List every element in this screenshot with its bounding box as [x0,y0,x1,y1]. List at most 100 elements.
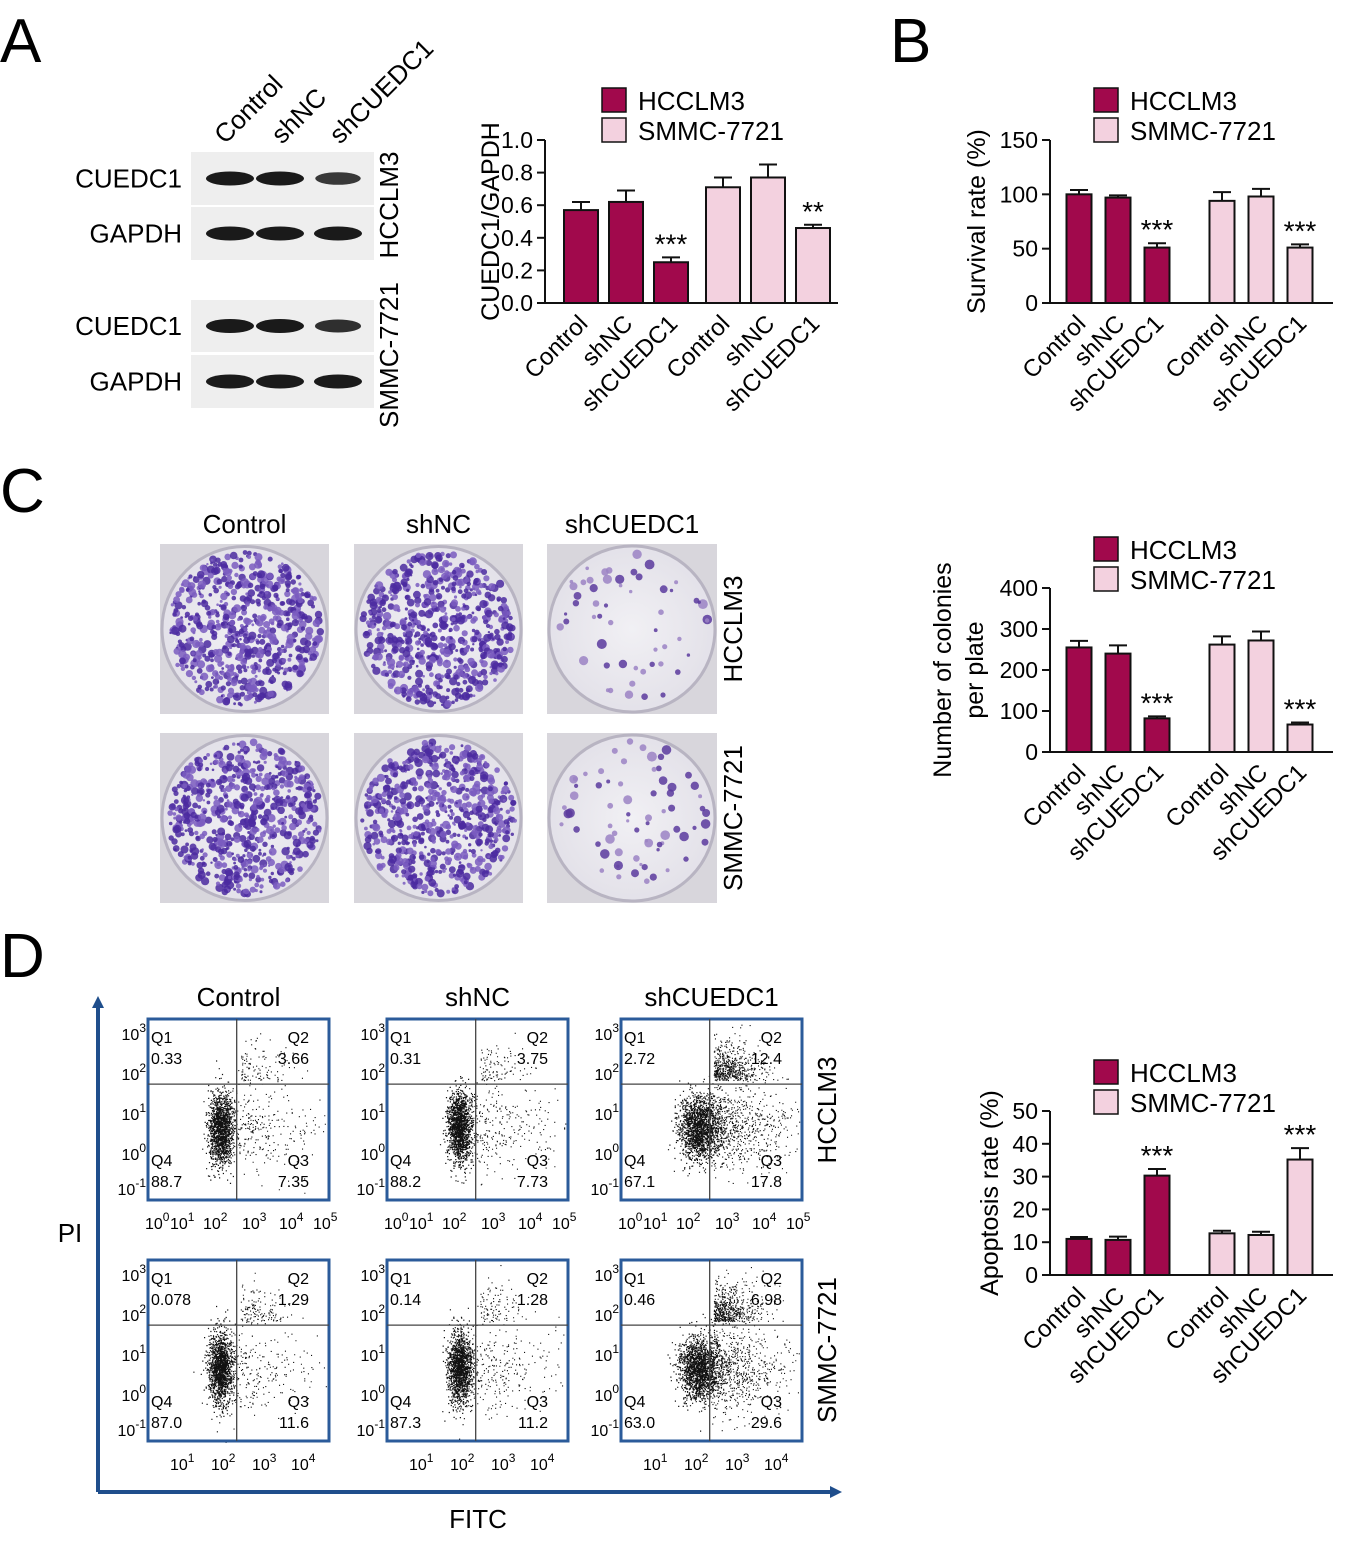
colony [406,598,415,607]
colony [220,604,227,611]
colony [378,808,385,814]
colony [226,840,233,847]
colony [496,814,500,818]
colony [181,579,190,588]
tick-base: 10 [618,1216,636,1233]
colony [428,589,435,596]
colony [606,779,611,784]
legend-swatch-hcclm3 [1093,536,1119,562]
colony [424,640,431,646]
colony [267,751,273,757]
colony [392,594,398,600]
colony [442,615,449,622]
colony [496,638,504,646]
colony [569,582,578,591]
colony [245,814,250,819]
tick-exponent: 4 [770,1210,777,1224]
blot-band [256,171,304,186]
colony [259,591,263,595]
colony [458,806,464,811]
colony [253,700,257,704]
colony [451,887,456,891]
colony [257,693,265,701]
colony [384,774,389,779]
colony [379,833,384,838]
colony [292,610,298,616]
tick-exponent: 2 [139,1302,146,1316]
colony [224,634,229,639]
colony [435,812,441,818]
quadrant-q4-label: Q4 [390,1153,411,1170]
colony [390,621,396,628]
colony [206,565,215,574]
tick-base: 10 [530,1457,548,1474]
colony [477,855,484,863]
colony [407,621,413,627]
colony [405,812,410,817]
quadrant-q3-label: Q3 [761,1153,782,1170]
colony [461,593,467,599]
y-tick-label: 0.4 [501,225,533,251]
quadrant-q3-value: 7.73 [517,1174,548,1191]
colony [382,662,386,667]
tick-base: 10 [552,1216,570,1233]
colony [505,830,510,835]
colony [487,594,496,602]
colony [203,755,208,761]
colony [432,579,439,586]
colony [428,878,437,887]
colony [437,642,444,649]
bar [1247,1233,1275,1277]
colony [453,674,459,680]
colony [444,700,452,708]
colony [502,617,506,620]
tick-exponent: 0 [378,1382,385,1396]
colony [214,873,220,879]
colony [209,687,214,692]
colony [444,867,447,871]
tick-exponent: 3 [378,1021,385,1035]
colony [175,591,182,598]
tick-base: 10 [122,1388,140,1405]
colony [500,597,507,604]
colony [235,675,239,679]
colony [213,759,219,765]
colony [259,890,263,894]
colony [233,861,237,865]
blot-band-label: GAPDH [90,367,182,397]
colony [444,758,449,762]
colony [573,826,580,833]
colony [214,754,218,758]
colony [443,643,448,648]
colony [385,656,391,662]
colony [701,838,709,846]
colony [363,841,372,851]
colony [242,633,248,639]
bar [795,227,831,305]
colony [192,658,197,663]
colony [184,664,189,669]
colony [658,776,668,785]
legend-swatch-hcclm3 [601,87,627,113]
colony [230,663,235,669]
colony [476,763,484,771]
y-tick-label: 0.0 [501,290,533,316]
colony [205,767,210,771]
chart-cuedc1-gapdh: HCCLM3SMMC-77210.00.20.40.60.81.0CUEDC1/… [477,86,838,417]
colony [449,636,453,640]
colony [421,755,430,764]
colony [452,575,459,581]
colony [645,814,652,822]
tick-exponent: 3 [378,1262,385,1276]
tick-exponent: 1 [427,1451,434,1465]
colony [256,764,265,772]
colony [316,628,324,636]
colony [267,814,276,823]
tick-base: 10 [122,1308,140,1325]
colony [312,596,317,601]
colony [301,614,306,620]
y-tick-label: 100 [361,1382,386,1405]
colony [453,799,462,808]
colony [465,822,470,827]
colony [501,655,508,663]
